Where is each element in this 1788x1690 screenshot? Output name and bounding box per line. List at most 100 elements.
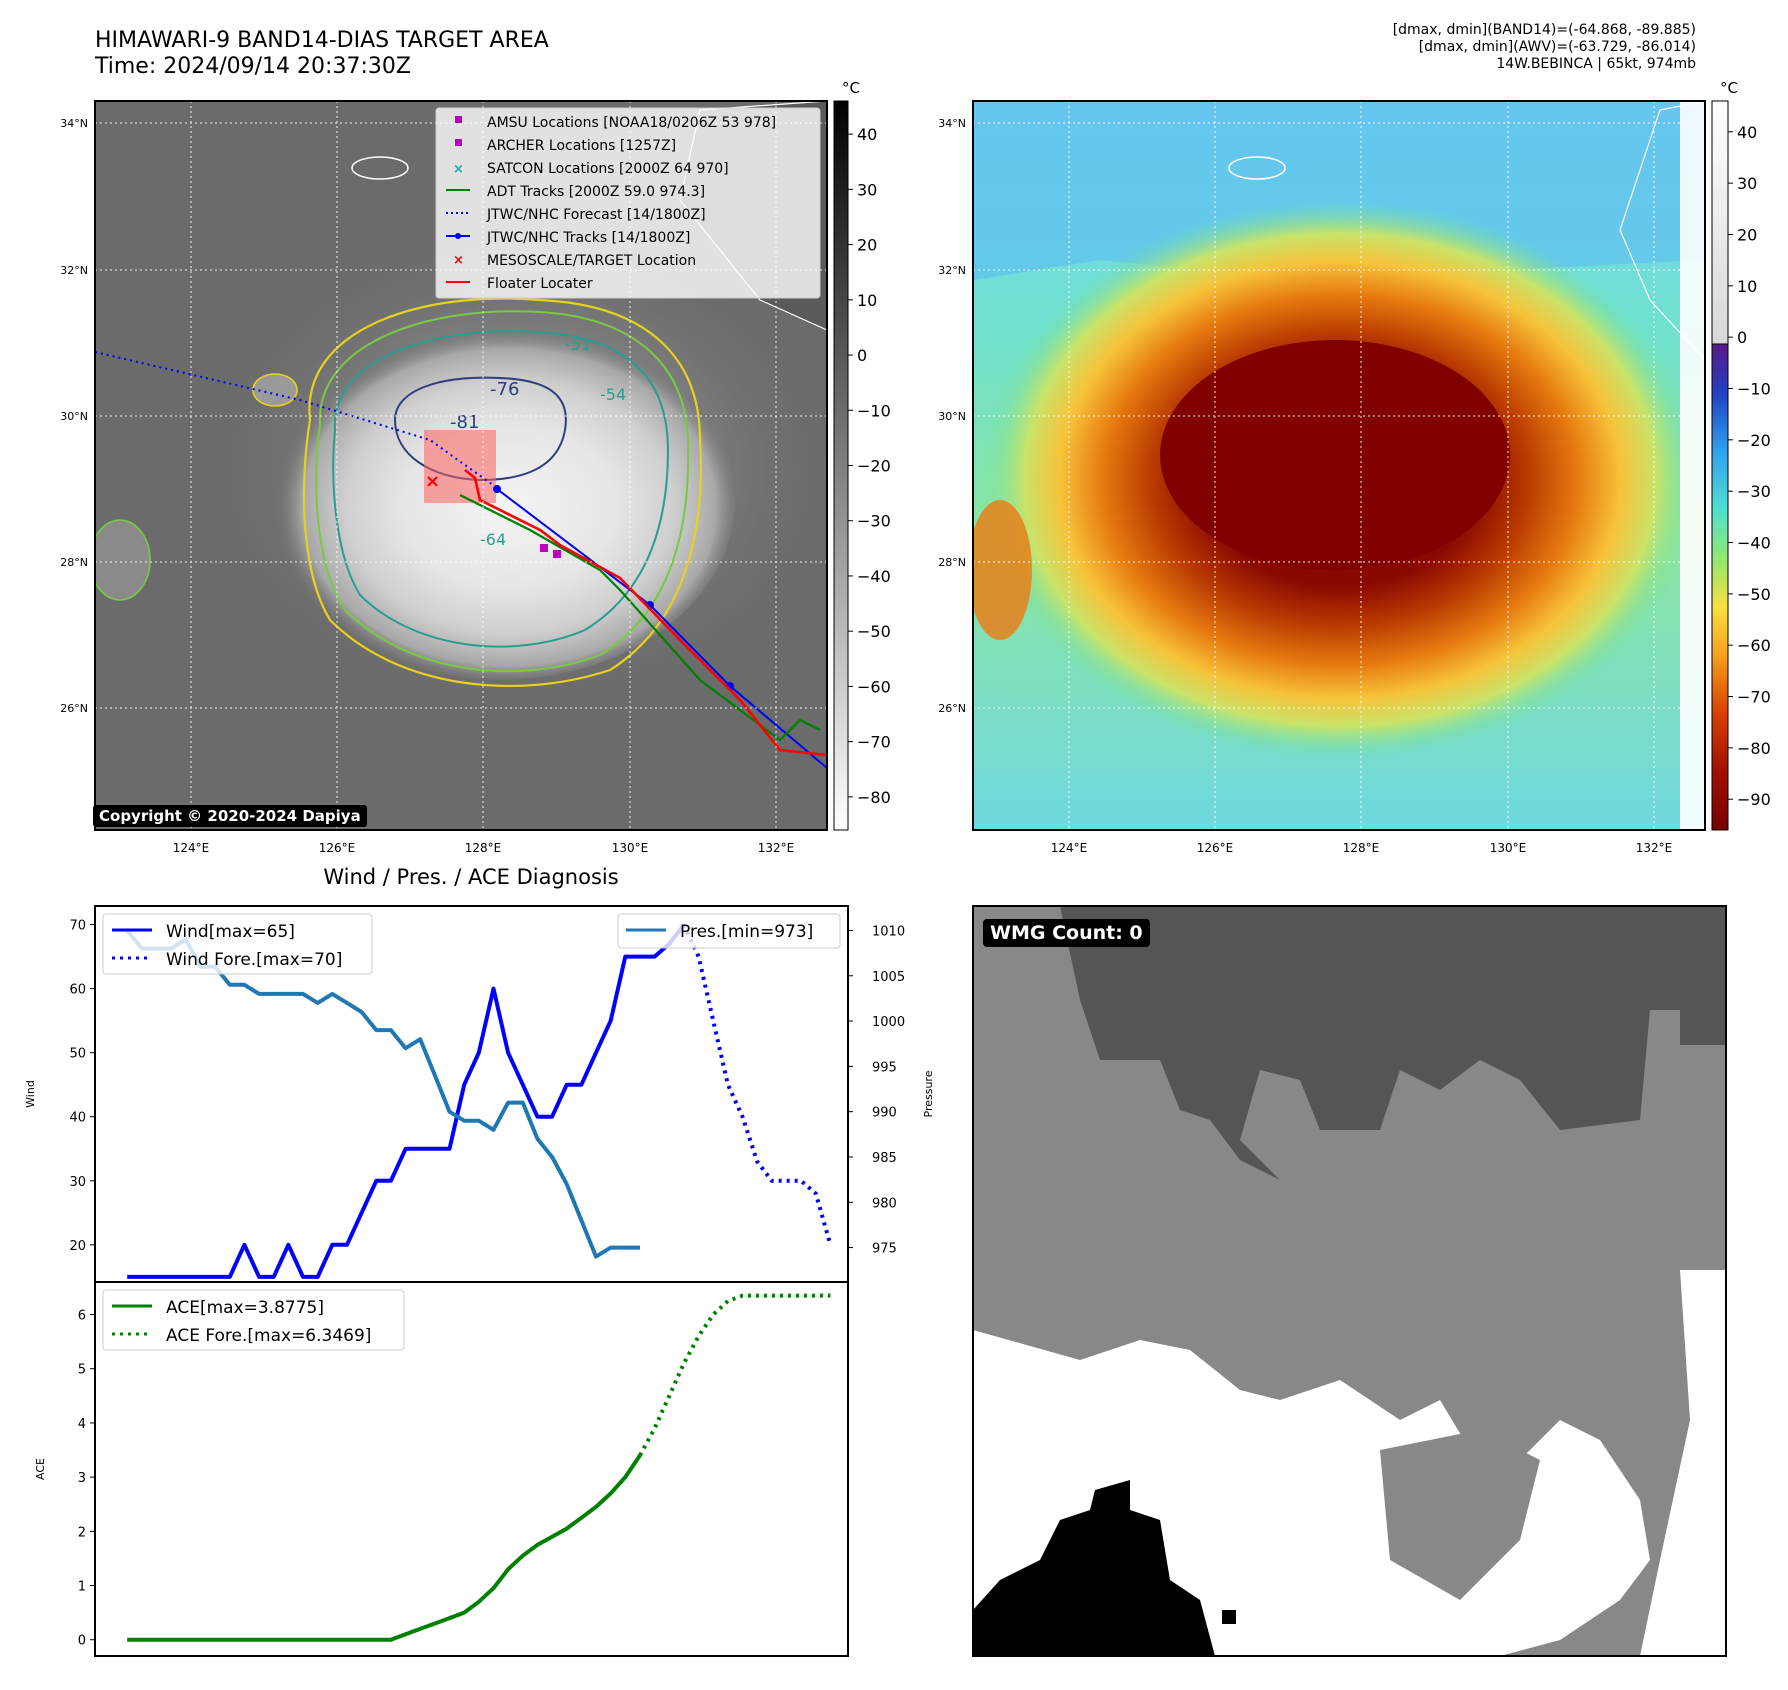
awv-edge-blank (1680, 101, 1705, 830)
y2-tick-label: 995 (872, 1060, 897, 1075)
lat-label: 26°N (60, 702, 88, 715)
lat-label: 32°N (60, 264, 88, 277)
legend-label: Floater Locater (487, 276, 593, 292)
ir-colorbar (833, 100, 849, 831)
lat-label: 34°N (60, 117, 88, 130)
legend-label: SATCON Locations [2000Z 64 970] (487, 161, 729, 177)
awv-band-left (973, 500, 1032, 640)
y-tick-label: 5 (78, 1363, 86, 1378)
colorbar-tick-label: −60 (857, 677, 891, 696)
wind-legend-label: Wind[max=65] (166, 922, 295, 942)
colorbar-tick-label: 30 (857, 180, 877, 199)
y-tick-label: 2 (78, 1525, 86, 1540)
stats-line-2: [dmax, dmin](AWV)=(-63.729, -86.014) (1418, 39, 1696, 55)
wind-legend: Wind[max=65] Wind Fore.[max=70] Pres.[mi… (102, 913, 841, 975)
lat-label: 28°N (60, 556, 88, 569)
series-line-0 (127, 923, 686, 1279)
lon-label: 130°E (1490, 841, 1527, 855)
awv-colorbar-ticks: 40 30 20 10 0 −10 −20 −30 −40 −50 −60 −70 −80 −90 (1728, 123, 1771, 809)
wmg-gray-island (1380, 1430, 1540, 1600)
ir-jeju-island (351, 156, 409, 180)
colorbar-tick-label: 10 (1737, 277, 1757, 296)
colorbar-tick-label: −80 (857, 788, 891, 807)
lon-label: 128°E (465, 841, 502, 855)
y-tick-label: 30 (69, 1175, 86, 1190)
lon-label: 126°E (319, 841, 356, 855)
colorbar-tick-label: −80 (1737, 739, 1771, 758)
legend-square-icon (455, 116, 462, 123)
y-tick-label: 3 (78, 1471, 86, 1486)
wmg-panel-frame (972, 905, 1727, 1657)
title-line-2: Time: 2024/09/14 20:37:30Z (95, 54, 411, 79)
lon-label: 126°E (1197, 841, 1234, 855)
amsu-marker (540, 544, 548, 552)
legend-label: ADT Tracks [2000Z 59.0 974.3] (487, 184, 705, 200)
wind-plot: 20 30 40 50 60 70 975 980 985 990 995 1000 1005 1010 (69, 919, 905, 1279)
colorbar-tick-label: 20 (1737, 225, 1757, 244)
y-tick-label: 6 (78, 1309, 86, 1324)
contour-label-81: -81 (450, 412, 479, 433)
colorbar-tick-label: −50 (1737, 585, 1771, 604)
y-tick-label: 0 (78, 1634, 86, 1649)
colorbar-tick-label: −40 (1737, 534, 1771, 553)
ir-cloud-patch-left (95, 519, 151, 601)
wind-ylabel: Wind (24, 1080, 37, 1108)
legend-markers: × × (446, 116, 470, 283)
awv-map-frame (972, 100, 1706, 831)
pressure-ylabel: Pressure (922, 1070, 935, 1117)
awv-lon-labels: 124°E 126°E 128°E 130°E 132°E (1051, 841, 1673, 855)
awv-storm-core (1160, 340, 1510, 570)
colorbar-tick-label: 10 (857, 291, 877, 310)
ir-lon-labels: 124°E 126°E 128°E 130°E 132°E (173, 841, 795, 855)
legend-label: JTWC/NHC Tracks [14/1800Z] (486, 230, 690, 246)
y-tick-label: 20 (69, 1239, 86, 1254)
ir-colorbar-unit: °C (842, 79, 860, 97)
colorbar-tick-label: −20 (1737, 431, 1771, 450)
series-line-0 (127, 1454, 642, 1642)
y2-tick-label: 980 (872, 1196, 897, 1211)
lat-label: 28°N (938, 556, 966, 569)
lon-label: 132°E (1636, 841, 1673, 855)
diagnosis-title: Wind / Pres. / ACE Diagnosis (323, 865, 618, 889)
legend-label: JTWC/NHC Forecast [14/1800Z] (486, 207, 706, 223)
colorbar-tick-label: −60 (1737, 636, 1771, 655)
y-tick-label: 50 (69, 1047, 86, 1062)
colorbar-tick-label: −10 (857, 401, 891, 420)
copyright-badge: Copyright © 2020-2024 Dapiya (93, 805, 367, 827)
wmg-count-badge: WMG Count: 0 (983, 919, 1150, 947)
legend-square-icon (455, 139, 462, 146)
y2-tick-label: 1005 (872, 970, 905, 985)
stats-line-1: [dmax, dmin](BAND14)=(-64.868, -89.885) (1392, 22, 1696, 38)
ace-legend: ACE[max=3.8775] ACE Fore.[max=6.3469] (102, 1289, 405, 1351)
contour-label-76: -76 (490, 379, 519, 400)
legend-x-icon: × (453, 162, 464, 177)
lat-label: 30°N (938, 410, 966, 423)
y2-tick-label: 990 (872, 1106, 897, 1121)
legend-label: ARCHER Locations [1257Z] (487, 138, 676, 154)
figure-title: HIMAWARI-9 BAND14-DIAS TARGET AREA Time:… (95, 28, 549, 80)
wind-fore-legend-label: Wind Fore.[max=70] (166, 950, 342, 970)
colorbar-tick-label: −40 (857, 567, 891, 586)
awv-dry-north (973, 101, 1705, 280)
legend-dot-icon (455, 233, 461, 239)
pres-legend-label: Pres.[min=973] (680, 922, 813, 942)
ace-legend-box (102, 1289, 405, 1351)
y-tick-label: 60 (69, 983, 86, 998)
awv-colorbar-unit: °C (1720, 79, 1738, 97)
y2-tick-label: 1010 (872, 924, 905, 939)
wmg-right-white (1640, 1270, 1726, 1656)
colorbar-tick-label: −70 (857, 733, 891, 752)
contour-label-51: -51 (565, 335, 591, 354)
colorbar-tick-label: 0 (1737, 328, 1747, 347)
y-tick-label: 4 (78, 1417, 86, 1432)
colorbar-tick-label: 0 (857, 346, 867, 365)
lat-label: 26°N (938, 702, 966, 715)
ace-fore-legend-label: ACE Fore.[max=6.3469] (166, 1326, 371, 1346)
wmg-black-region (973, 1480, 1215, 1656)
y-tick-label: 1 (78, 1580, 86, 1595)
awv-colorbar-warm (1711, 100, 1729, 345)
awv-colorbar-cold (1711, 343, 1729, 831)
ace-plot: 0 1 2 3 4 5 6 (78, 1293, 831, 1649)
jtwc-track-line (496, 488, 827, 769)
